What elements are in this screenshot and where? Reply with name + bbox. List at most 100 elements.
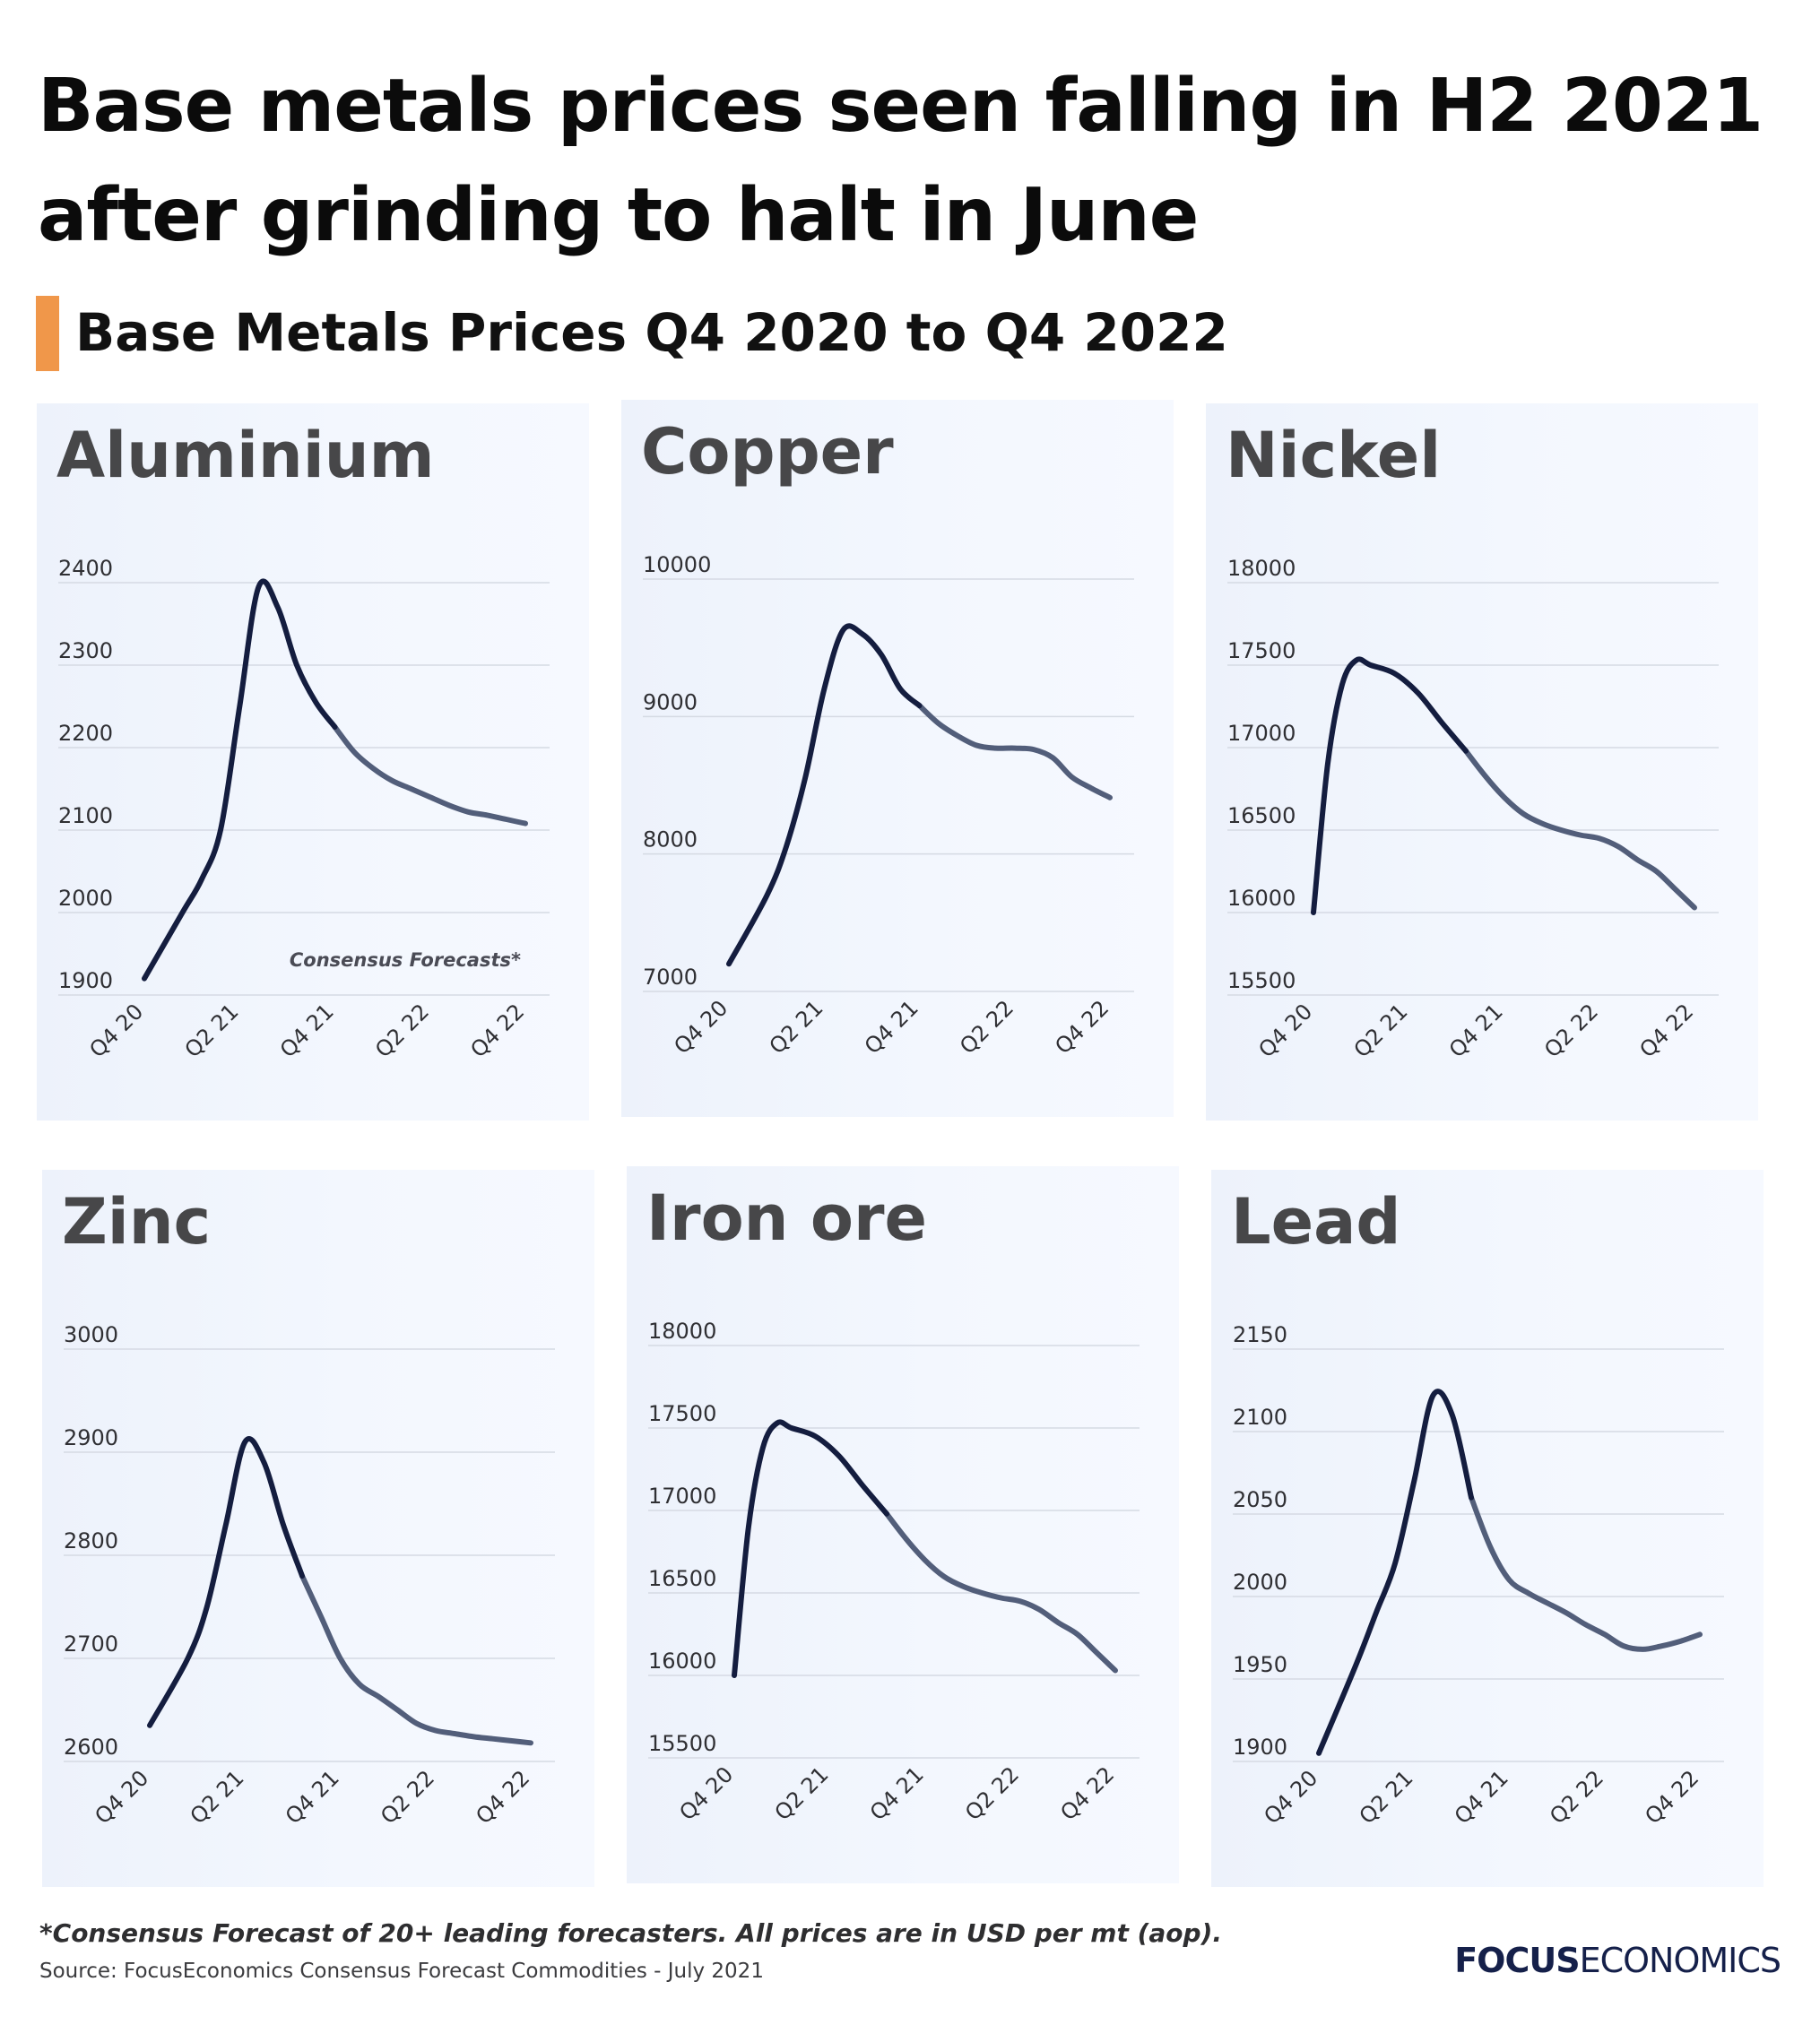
footnote: *Consensus Forecast of 20+ leading forec… bbox=[39, 1918, 1223, 1948]
focuseconomics-logo: FOCUSECONOMICS bbox=[1454, 1941, 1781, 1980]
actual-price-line bbox=[726, 623, 923, 967]
x-tick-label: Q2 22 bbox=[960, 1761, 1024, 1825]
y-tick-label: 15500 bbox=[1227, 968, 1296, 993]
chart-title-lead: Lead bbox=[1231, 1185, 1401, 1259]
x-tick-label: Q2 22 bbox=[1539, 999, 1603, 1062]
x-tick-label: Q2 21 bbox=[770, 1761, 834, 1825]
y-tick-label: 2100 bbox=[1233, 1405, 1287, 1430]
y-tick-label: 16000 bbox=[1227, 886, 1296, 911]
x-tick-label: Q4 21 bbox=[275, 999, 339, 1062]
chart-panel-copper: Copper 7000 8000 9000 10000 Q4 20 Q2 21 Q4 21 Q… bbox=[621, 400, 1174, 1117]
y-tick-label: 2700 bbox=[64, 1631, 118, 1657]
y-tick-label: 9000 bbox=[643, 689, 698, 714]
x-tick-label: Q4 21 bbox=[1444, 999, 1508, 1062]
source-note: Source: FocusEconomics Consensus Forecas… bbox=[39, 1960, 764, 1983]
actual-price-line bbox=[147, 1436, 305, 1728]
x-tick-label: Q2 21 bbox=[1349, 999, 1413, 1062]
x-tick-label: Q4 22 bbox=[1050, 995, 1114, 1059]
chart-panel-iron-ore: Iron ore 15500 16000 16500 17000 17500 18000 Q… bbox=[627, 1166, 1179, 1883]
x-tick-label: Q4 20 bbox=[669, 995, 732, 1059]
y-tick-label: 1900 bbox=[1233, 1735, 1287, 1760]
subtitle: Base Metals Prices Q4 2020 to Q4 2022 bbox=[75, 302, 1228, 363]
chart-panel-nickel: Nickel 15500 16000 16500 17000 17500 18000 Q4 … bbox=[1206, 403, 1758, 1121]
chart-aluminium: 1900 2000 2100 2200 2300 2400 Q4 20 Q2 21 Q4 21 Q… bbox=[58, 556, 550, 1062]
subtitle-accent-bar bbox=[36, 296, 59, 371]
y-tick-label: 7000 bbox=[643, 965, 698, 990]
y-tick-label: 2100 bbox=[58, 803, 113, 828]
chart-panel-lead: Lead 1900 1950 2000 2050 2100 2150 Q4 20 Q2 21 Q… bbox=[1211, 1170, 1764, 1887]
y-tick-label: 2050 bbox=[1233, 1487, 1287, 1512]
chart-copper: 7000 8000 9000 10000 Q4 20 Q2 21 Q4 21 Q2 22 Q4 … bbox=[643, 552, 1134, 1059]
x-tick-label: Q4 21 bbox=[1450, 1765, 1513, 1829]
chart-panel-aluminium: Aluminium 1900 2000 2100 2200 2300 2400 Q4 20 Q… bbox=[37, 403, 589, 1121]
chart-zinc: 2600 2700 2800 2900 3000 Q4 20 Q2 21 Q4 21 Q2 22… bbox=[64, 1322, 555, 1829]
x-tick-label: Q4 22 bbox=[1640, 1765, 1703, 1829]
x-tick-label: Q4 22 bbox=[471, 1765, 534, 1829]
y-tick-label: 18000 bbox=[648, 1319, 716, 1344]
logo-bold-text: FOCUS bbox=[1454, 1941, 1580, 1980]
y-tick-label: 16000 bbox=[648, 1649, 716, 1674]
y-tick-label: 2800 bbox=[64, 1528, 118, 1553]
y-tick-label: 3000 bbox=[64, 1322, 118, 1347]
actual-price-line bbox=[1311, 656, 1469, 915]
y-tick-label: 2000 bbox=[1233, 1570, 1287, 1595]
x-tick-label: Q2 22 bbox=[376, 1765, 439, 1829]
y-tick-label: 1900 bbox=[58, 968, 113, 993]
chart-nickel: 15500 16000 16500 17000 17500 18000 Q4 20 Q2 21… bbox=[1227, 556, 1719, 1062]
forecast-price-line bbox=[299, 1573, 533, 1746]
y-tick-label: 2300 bbox=[58, 638, 113, 663]
y-tick-label: 17500 bbox=[648, 1401, 716, 1426]
x-tick-label: Q2 22 bbox=[1545, 1765, 1608, 1829]
forecast-price-line bbox=[332, 724, 528, 826]
y-tick-label: 1950 bbox=[1233, 1652, 1287, 1677]
chart-title-copper: Copper bbox=[641, 415, 894, 489]
y-tick-label: 2150 bbox=[1233, 1322, 1287, 1347]
y-tick-label: 8000 bbox=[643, 827, 698, 852]
actual-price-line bbox=[1316, 1389, 1474, 1756]
chart-lead: 1900 1950 2000 2050 2100 2150 Q4 20 Q2 21 Q4 21 Q… bbox=[1233, 1322, 1724, 1829]
y-tick-label: 2900 bbox=[64, 1425, 118, 1450]
y-tick-label: 17500 bbox=[1227, 638, 1296, 663]
forecast-price-line bbox=[1463, 748, 1697, 911]
y-tick-label: 2200 bbox=[58, 721, 113, 746]
x-tick-label: Q4 22 bbox=[465, 999, 529, 1062]
chart-title-zinc: Zinc bbox=[62, 1185, 212, 1259]
forecast-price-line bbox=[884, 1510, 1118, 1674]
x-tick-label: Q2 21 bbox=[180, 999, 244, 1062]
chart-iron-ore: 15500 16000 16500 17000 17500 18000 Q4 20 Q2 21… bbox=[648, 1319, 1140, 1825]
y-tick-label: 18000 bbox=[1227, 556, 1296, 581]
consensus-forecast-annotation: Consensus Forecasts* bbox=[290, 949, 521, 971]
x-tick-label: Q4 21 bbox=[281, 1765, 344, 1829]
y-tick-label: 17000 bbox=[1227, 721, 1296, 746]
y-tick-label: 16500 bbox=[1227, 803, 1296, 828]
page-title: Base metals prices seen falling in H2 20… bbox=[38, 64, 1764, 258]
y-tick-label: 2600 bbox=[64, 1735, 118, 1760]
x-tick-label: Q2 21 bbox=[1355, 1765, 1418, 1829]
y-tick-label: 10000 bbox=[643, 552, 711, 577]
x-tick-label: Q4 21 bbox=[860, 995, 923, 1059]
chart-title-aluminium: Aluminium bbox=[56, 419, 435, 492]
chart-title-nickel: Nickel bbox=[1226, 419, 1442, 492]
x-tick-label: Q4 20 bbox=[674, 1761, 738, 1825]
y-tick-label: 15500 bbox=[648, 1731, 716, 1756]
x-tick-label: Q2 22 bbox=[370, 999, 434, 1062]
chart-panel-zinc: Zinc 2600 2700 2800 2900 3000 Q4 20 Q2 21 Q4 21… bbox=[42, 1170, 594, 1887]
actual-price-line bbox=[732, 1419, 889, 1678]
chart-title-iron-ore: Iron ore bbox=[646, 1181, 927, 1255]
logo-regular-text: ECONOMICS bbox=[1579, 1941, 1781, 1980]
y-tick-label: 16500 bbox=[648, 1566, 716, 1591]
x-tick-label: Q2 21 bbox=[765, 995, 828, 1059]
x-tick-label: Q4 20 bbox=[84, 999, 148, 1062]
forecast-price-line bbox=[1469, 1494, 1703, 1652]
y-tick-label: 2400 bbox=[58, 556, 113, 581]
y-tick-label: 2000 bbox=[58, 886, 113, 911]
x-tick-label: Q4 20 bbox=[90, 1765, 153, 1829]
x-tick-label: Q4 21 bbox=[865, 1761, 929, 1825]
x-tick-label: Q4 22 bbox=[1055, 1761, 1119, 1825]
x-tick-label: Q2 21 bbox=[186, 1765, 249, 1829]
x-tick-label: Q4 20 bbox=[1259, 1765, 1322, 1829]
x-tick-label: Q2 22 bbox=[955, 995, 1018, 1059]
x-tick-label: Q4 20 bbox=[1253, 999, 1317, 1062]
y-tick-label: 17000 bbox=[648, 1484, 716, 1509]
forecast-price-line bbox=[916, 703, 1113, 800]
